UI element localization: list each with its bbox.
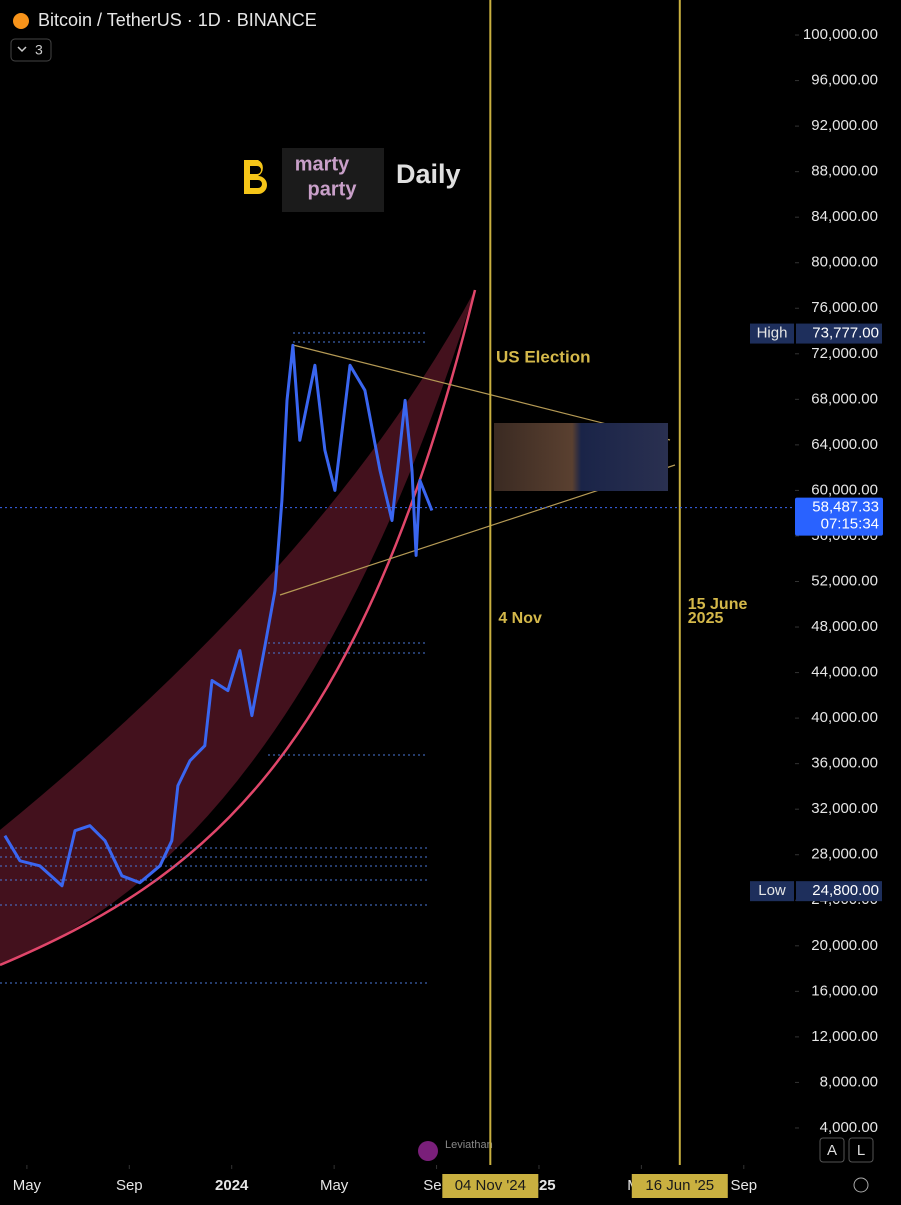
- subtitle: Daily: [396, 159, 461, 189]
- marker-value-badge: [796, 881, 882, 902]
- y-tick-label: 52,000.00: [811, 572, 878, 589]
- settings-icon[interactable]: [853, 1177, 869, 1193]
- logo-text: party: [308, 178, 358, 200]
- event-note: 15 June 2025: [687, 596, 748, 627]
- event-note: 4 Nov: [498, 610, 542, 627]
- y-tick-label: 12,000.00: [811, 1028, 878, 1045]
- y-tick-label: 64,000.00: [811, 436, 878, 453]
- y-tick-label: 68,000.00: [811, 390, 878, 407]
- marker-value: 73,777.00: [812, 325, 879, 342]
- button[interactable]: [848, 1137, 874, 1163]
- channel: [0, 290, 475, 965]
- y-tick-label: 72,000.00: [811, 345, 878, 362]
- button-label[interactable]: L: [857, 1142, 865, 1159]
- y-tick-label: 80,000.00: [811, 254, 878, 271]
- photo: [494, 423, 668, 491]
- y-tick-label: 84,000.00: [811, 208, 878, 225]
- y-tick-label: 76,000.00: [811, 299, 878, 316]
- annotation: US Election: [496, 347, 590, 366]
- last-price-badge: [795, 497, 883, 536]
- y-tick-label: 100,000.00: [803, 26, 878, 43]
- indicator-toggle[interactable]: [10, 38, 52, 62]
- y-tick-label: 36,000.00: [811, 755, 878, 772]
- button-label[interactable]: A: [827, 1142, 837, 1159]
- bitcoin-logo: [244, 160, 267, 194]
- price-line: [3, 343, 434, 888]
- y-tick-label: 8,000.00: [820, 1073, 878, 1090]
- x-tick-label: May: [13, 1177, 42, 1194]
- y-tick-label: 4,000.00: [820, 1119, 878, 1136]
- y-tick-label: 32,000.00: [811, 800, 878, 817]
- x-tick-label: May: [320, 1177, 349, 1194]
- button[interactable]: [819, 1137, 845, 1163]
- x-tick-label: Sep: [116, 1177, 143, 1194]
- y-tick-label: 40,000.00: [811, 709, 878, 726]
- annotation: Leviathan: [445, 1139, 493, 1151]
- indicator-count: 3: [35, 42, 43, 58]
- x-tick-label: 2024: [215, 1177, 249, 1194]
- x-tick-label: Sep: [730, 1177, 757, 1194]
- y-tick-label: 60,000.00: [811, 481, 878, 498]
- event-date-badge: [442, 1174, 539, 1198]
- y-tick-label: 16,000.00: [811, 982, 878, 999]
- event-date-badge: [631, 1174, 728, 1198]
- symbol-icon: [13, 13, 29, 29]
- y-tick-label: 28,000.00: [811, 846, 878, 863]
- event-date-label: 16 Jun '25: [645, 1177, 714, 1194]
- y-tick-label: 88,000.00: [811, 163, 878, 180]
- logo-text: marty: [295, 153, 350, 175]
- leviathan-icon: [418, 1141, 438, 1161]
- marker-badge: [750, 323, 794, 344]
- marker-value-badge: [796, 323, 882, 344]
- y-tick-label: 48,000.00: [811, 618, 878, 635]
- y-tick-label: 96,000.00: [811, 72, 878, 89]
- marker-name: High: [757, 325, 788, 342]
- logo-box: [282, 148, 384, 212]
- event-date-label: 04 Nov '24: [455, 1177, 526, 1194]
- marker-name: Low: [758, 882, 786, 899]
- countdown: 07:15:34: [821, 516, 879, 533]
- y-tick-label: 20,000.00: [811, 937, 878, 954]
- y-tick-label: 92,000.00: [811, 117, 878, 134]
- y-tick-label: 44,000.00: [811, 664, 878, 681]
- chart-title: Bitcoin / TetherUS · 1D · BINANCE: [38, 10, 317, 30]
- marker-value: 24,800.00: [812, 882, 879, 899]
- chevron: [17, 46, 27, 53]
- marker-badge: [750, 881, 794, 902]
- channel-curve: [0, 289, 477, 967]
- last-price-label: 58,487.33: [812, 499, 879, 516]
